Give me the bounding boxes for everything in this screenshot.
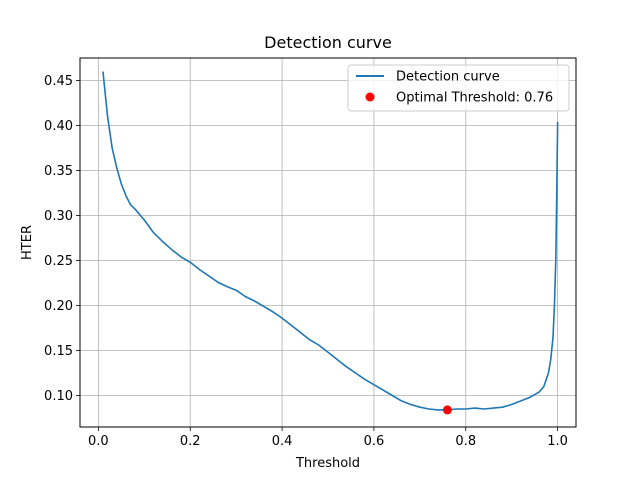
chart-title: Detection curve	[264, 33, 392, 52]
x-tick-label: 0.8	[455, 434, 476, 449]
y-tick-label: 0.10	[44, 389, 73, 404]
y-tick-label: 0.30	[44, 209, 73, 224]
marker-layer	[442, 405, 452, 415]
x-tick-label: 0.2	[180, 434, 201, 449]
y-tick-label: 0.15	[44, 344, 73, 359]
plot-frame	[79, 57, 577, 428]
y-tick-label: 0.35	[44, 164, 73, 179]
optimal-threshold-point	[442, 405, 452, 415]
legend-entry-curve: Detection curve	[396, 70, 500, 85]
grid-lines	[80, 58, 576, 427]
y-tick-label: 0.20	[44, 299, 73, 314]
x-tick-label: 0.0	[88, 434, 109, 449]
series-line-detection-curve	[102, 71, 559, 411]
y-axis-ticks: 0.10 0.15 0.20 0.25 0.30 0.35 0.40 0.45	[44, 74, 80, 404]
legend-box	[347, 64, 570, 112]
x-axis-label: Threshold	[295, 456, 360, 471]
y-tick-label: 0.45	[44, 74, 73, 89]
y-tick-label: 0.25	[44, 254, 73, 269]
y-axis-label: HTER	[20, 225, 35, 260]
legend-entry-optimal-threshold: Optimal Threshold: 0.76	[396, 91, 553, 106]
y-tick-label: 0.40	[44, 119, 73, 134]
x-tick-label: 0.6	[364, 434, 385, 449]
x-tick-label: 1.0	[547, 434, 568, 449]
series-layer	[102, 71, 559, 411]
x-axis-ticks: 0.0 0.2 0.4 0.6 0.8 1.0	[88, 427, 568, 449]
legend: Detection curve Optimal Threshold: 0.76	[347, 64, 570, 112]
legend-marker-swatch	[365, 92, 375, 102]
x-tick-label: 0.4	[272, 434, 293, 449]
